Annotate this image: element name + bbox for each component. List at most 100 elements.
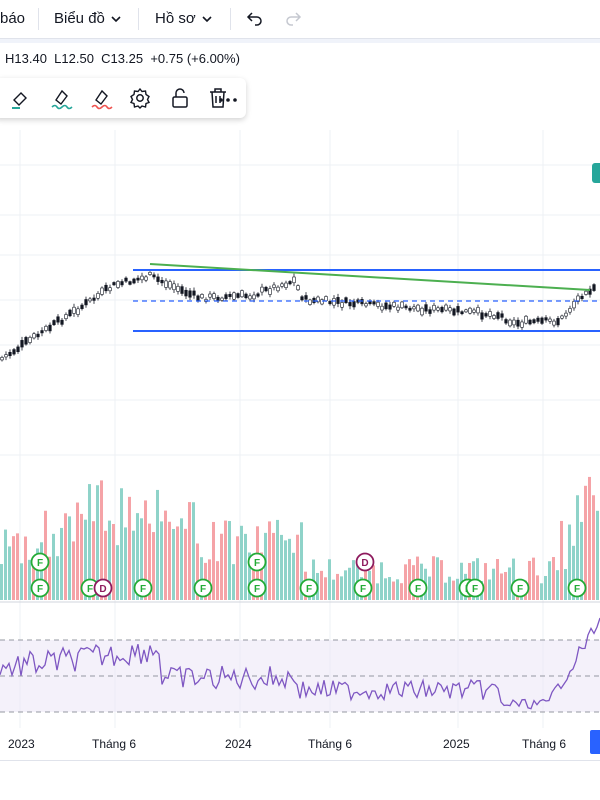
chevron-down-icon	[111, 15, 121, 22]
chart-menu-button[interactable]: Biểu đồ	[54, 10, 121, 27]
candle-body	[148, 271, 152, 275]
volume-bar	[144, 500, 147, 600]
volume-bar	[228, 521, 231, 600]
earnings-marker-letter: F	[140, 584, 146, 595]
volume-bar	[200, 557, 203, 600]
volume-bar	[592, 495, 595, 600]
candle-body	[544, 317, 548, 321]
event-markers[interactable]: FFFFFFFFFFFFFFDD	[0, 552, 600, 603]
candle-body	[536, 317, 540, 322]
settings-icon[interactable]	[128, 86, 152, 110]
volume-bar	[232, 564, 235, 600]
candle-body	[412, 306, 416, 310]
candle-body	[212, 293, 216, 299]
volume-bar	[380, 562, 383, 600]
candle-body	[508, 319, 512, 327]
volume-bar	[168, 521, 171, 600]
candlesticks	[0, 271, 596, 362]
drawings[interactable]	[133, 263, 600, 332]
candle-body	[352, 301, 356, 308]
earnings-marker-letter: F	[37, 584, 43, 595]
profile-menu-button[interactable]: Hồ sơ	[155, 10, 212, 27]
volume-bar	[220, 533, 223, 600]
fill-icon[interactable]	[10, 86, 34, 110]
volume-bar	[436, 557, 439, 600]
candle-body	[252, 294, 256, 300]
volume-bar	[156, 489, 159, 600]
earnings-marker	[133, 578, 153, 598]
candle-body	[60, 319, 64, 325]
volume-bar	[28, 559, 31, 600]
volume-bar	[384, 578, 387, 600]
volume-bar	[192, 502, 195, 600]
volume-bar	[584, 485, 587, 600]
candle-body	[0, 357, 4, 361]
candle-body	[44, 325, 48, 331]
candle-body	[144, 276, 148, 281]
candle-body	[372, 301, 376, 305]
earnings-marker-letter: F	[574, 584, 580, 595]
candle-body	[244, 293, 248, 299]
candle-body	[216, 296, 220, 302]
dividend-marker-letter: D	[361, 558, 368, 569]
toolbar-divider	[138, 8, 139, 30]
candle-body	[464, 309, 468, 313]
candle-body	[4, 354, 8, 358]
earnings-marker-letter: F	[517, 584, 523, 595]
volume-bar	[536, 575, 539, 600]
earnings-marker-letter: F	[254, 584, 260, 595]
candle-body	[436, 307, 440, 311]
redo-button[interactable]	[284, 9, 302, 27]
candle-body	[532, 319, 536, 324]
redo-icon	[286, 12, 302, 26]
lock-icon[interactable]	[168, 86, 192, 110]
volume-bar	[324, 577, 327, 600]
candle-body	[424, 304, 428, 312]
more-icon[interactable]	[216, 88, 240, 112]
earnings-marker-letter: F	[200, 584, 206, 595]
candle-body	[96, 293, 100, 299]
candle-body	[540, 317, 544, 324]
candle-body	[396, 306, 400, 311]
candle-body	[88, 298, 92, 302]
candle-body	[584, 290, 588, 295]
candle-body	[408, 307, 412, 311]
volume-bar	[508, 567, 511, 600]
candle-body	[268, 288, 272, 295]
undo-button[interactable]	[246, 9, 264, 27]
candle-body	[500, 313, 504, 318]
candle-body	[548, 318, 552, 322]
line-style-icon[interactable]	[90, 86, 114, 110]
candle-body	[280, 283, 284, 287]
volume-bar	[588, 476, 591, 600]
volume-bar	[16, 533, 19, 600]
candle-body	[320, 299, 324, 305]
candle-body	[80, 304, 84, 309]
earnings-marker	[408, 578, 428, 598]
volume-bar	[52, 533, 55, 600]
candle-body	[176, 285, 180, 292]
volume-bar	[240, 525, 243, 600]
volume-bar	[444, 582, 447, 600]
candle-body	[580, 295, 584, 300]
candle-body	[444, 304, 448, 311]
volume-bar	[452, 580, 455, 600]
volume-bar	[296, 534, 299, 600]
volume-bars	[0, 476, 599, 600]
dividend-marker-letter: D	[99, 584, 106, 595]
volume-bar	[124, 527, 127, 600]
trash-icon[interactable]	[206, 86, 230, 110]
x-axis-label: Tháng 6	[308, 737, 353, 751]
earnings-marker	[247, 552, 267, 572]
alerts-button[interactable]: báo	[0, 10, 25, 27]
candle-body	[112, 282, 116, 286]
volume-bar	[540, 583, 543, 600]
price-chart[interactable]: FFFFFFFFFFFFFFDD	[0, 120, 600, 760]
volume-bar	[364, 556, 367, 600]
candle-body	[172, 283, 176, 291]
undo-icon	[246, 12, 262, 26]
ohlc-low: L12.50	[54, 51, 94, 66]
volume-bar	[188, 502, 191, 600]
volume-bar	[224, 520, 227, 600]
line-color-icon[interactable]	[50, 86, 74, 110]
